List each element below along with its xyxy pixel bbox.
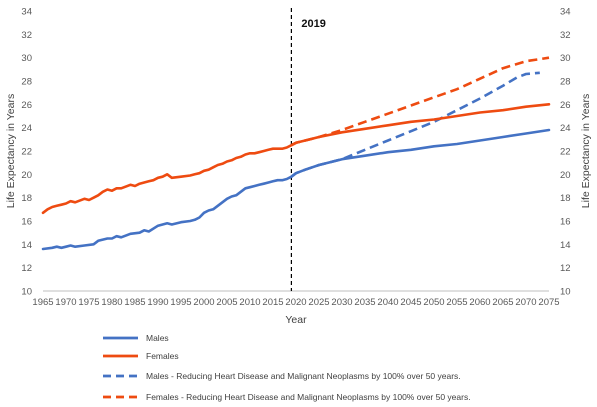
x-tick-label: 2015 [262, 297, 283, 308]
y-left-tick-label: 22 [21, 147, 32, 158]
x-tick-label: 2000 [193, 297, 214, 308]
males-series-line [41, 128, 551, 251]
x-tick-label: 2040 [377, 297, 398, 308]
annotation-layer: 2019 [290, 8, 326, 291]
x-tick-label: 1995 [170, 297, 191, 308]
legend: Males Females Males - Reducing Heart Disea… [103, 333, 471, 402]
x-tick-label: 1970 [55, 297, 76, 308]
y-left-tick-label: 20 [21, 170, 32, 181]
y-right-tick-label: 14 [560, 240, 571, 251]
x-tick-label: 2070 [515, 297, 536, 308]
x-tick-label: 1985 [124, 297, 145, 308]
y-right-tick-label: 16 [560, 217, 571, 228]
y-left-tick-label: 18 [21, 193, 32, 204]
females-series-line [41, 103, 551, 215]
x-tick-label: 2060 [469, 297, 490, 308]
series-layer [41, 56, 551, 251]
y-left-tick-label: 14 [21, 240, 32, 251]
x-tick-label: 1975 [78, 297, 99, 308]
x-tick-label: 2045 [400, 297, 421, 308]
y-left-tick-label: 16 [21, 217, 32, 228]
y-axis-title-right: Life Expectancy in Years [580, 94, 592, 208]
legend-entry-males-projection: Males - Reducing Heart Disease and Malig… [103, 371, 461, 381]
legend-label: Males [146, 333, 169, 343]
x-tick-label: 1990 [147, 297, 168, 308]
y-right-tick-label: 18 [560, 193, 571, 204]
legend-label: Males - Reducing Heart Disease and Malig… [146, 371, 461, 381]
legend-entry-females-projection: Females - Reducing Heart Disease and Mal… [103, 392, 471, 402]
y-left-tick-label: 12 [21, 263, 32, 274]
y-right-tick-label: 22 [560, 147, 571, 158]
x-tick-label: 2050 [423, 297, 444, 308]
y-left-tick-label: 10 [21, 287, 32, 298]
y-right-tick-label: 24 [560, 123, 571, 134]
year-2019-marker-label: 2019 [301, 18, 325, 30]
x-tick-label: 1965 [32, 297, 53, 308]
x-tick-label: 2005 [216, 297, 237, 308]
x-tick-label: 2065 [492, 297, 513, 308]
legend-label: Females - Reducing Heart Disease and Mal… [146, 392, 471, 402]
y-left-tick-label: 28 [21, 77, 32, 88]
x-tick-label: 2010 [239, 297, 260, 308]
y-right-tick-label: 30 [560, 53, 571, 64]
y-right-tick-label: 32 [560, 30, 571, 41]
y-right-tick-label: 26 [560, 100, 571, 111]
y-left-tick-label: 34 [21, 7, 32, 18]
x-axis-title: Year [285, 314, 307, 326]
y-right-tick-label: 28 [560, 77, 571, 88]
y-right-tick-label: 34 [560, 7, 571, 18]
legend-entry-females: Females [103, 351, 179, 361]
legend-entry-males: Males [103, 333, 169, 343]
legend-label: Females [146, 351, 179, 361]
x-tick-label: 2035 [354, 297, 375, 308]
y-axis-title-left: Life Expectancy in Years [5, 94, 17, 208]
x-tick-label: 2055 [446, 297, 467, 308]
x-tick-label: 2075 [538, 297, 559, 308]
males-projection-series-line [290, 71, 540, 178]
x-tick-label: 2030 [331, 297, 352, 308]
x-tick-label: 1980 [101, 297, 122, 308]
y-right-tick-label: 20 [560, 170, 571, 181]
x-tick-label: 2025 [308, 297, 329, 308]
y-left-tick-label: 26 [21, 100, 32, 111]
y-right-tick-label: 12 [560, 263, 571, 274]
y-left-tick-label: 30 [21, 53, 32, 64]
axes-layer: 1965 1970 1975 1980 1985 1990 1995 2000 2005 2010… [5, 7, 592, 327]
y-right-tick-label: 10 [560, 287, 571, 298]
y-left-tick-label: 24 [21, 123, 32, 134]
y-left-tick-label: 32 [21, 30, 32, 41]
females-projection-series-line [290, 56, 550, 147]
x-tick-label: 2020 [285, 297, 306, 308]
